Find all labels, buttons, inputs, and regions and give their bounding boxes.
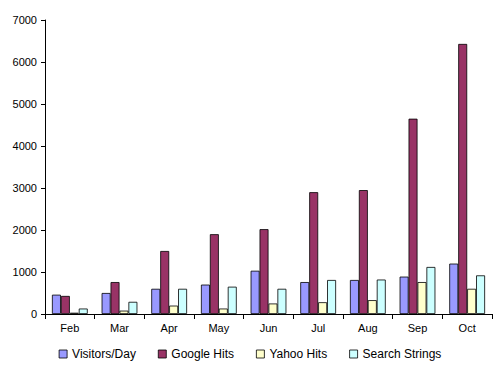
svg-text:Sep: Sep (408, 322, 428, 334)
svg-text:Oct: Oct (459, 322, 476, 334)
svg-text:1000: 1000 (13, 266, 37, 278)
svg-text:0: 0 (31, 308, 37, 320)
svg-text:Mar: Mar (110, 322, 129, 334)
svg-text:Google Hits: Google Hits (171, 347, 234, 361)
svg-text:Jun: Jun (260, 322, 278, 334)
svg-text:2000: 2000 (13, 224, 37, 236)
svg-text:6000: 6000 (13, 56, 37, 68)
svg-text:Yahoo Hits: Yahoo Hits (269, 347, 327, 361)
svg-text:Feb: Feb (60, 322, 79, 334)
svg-text:5000: 5000 (13, 98, 37, 110)
svg-text:Jul: Jul (311, 322, 325, 334)
svg-text:Search Strings: Search Strings (363, 347, 442, 361)
svg-text:3000: 3000 (13, 182, 37, 194)
svg-text:Aug: Aug (358, 322, 378, 334)
svg-text:7000: 7000 (13, 14, 37, 26)
svg-text:Visitors/Day: Visitors/Day (72, 347, 136, 361)
svg-text:May: May (208, 322, 229, 334)
svg-text:4000: 4000 (13, 140, 37, 152)
svg-text:Apr: Apr (161, 322, 178, 334)
